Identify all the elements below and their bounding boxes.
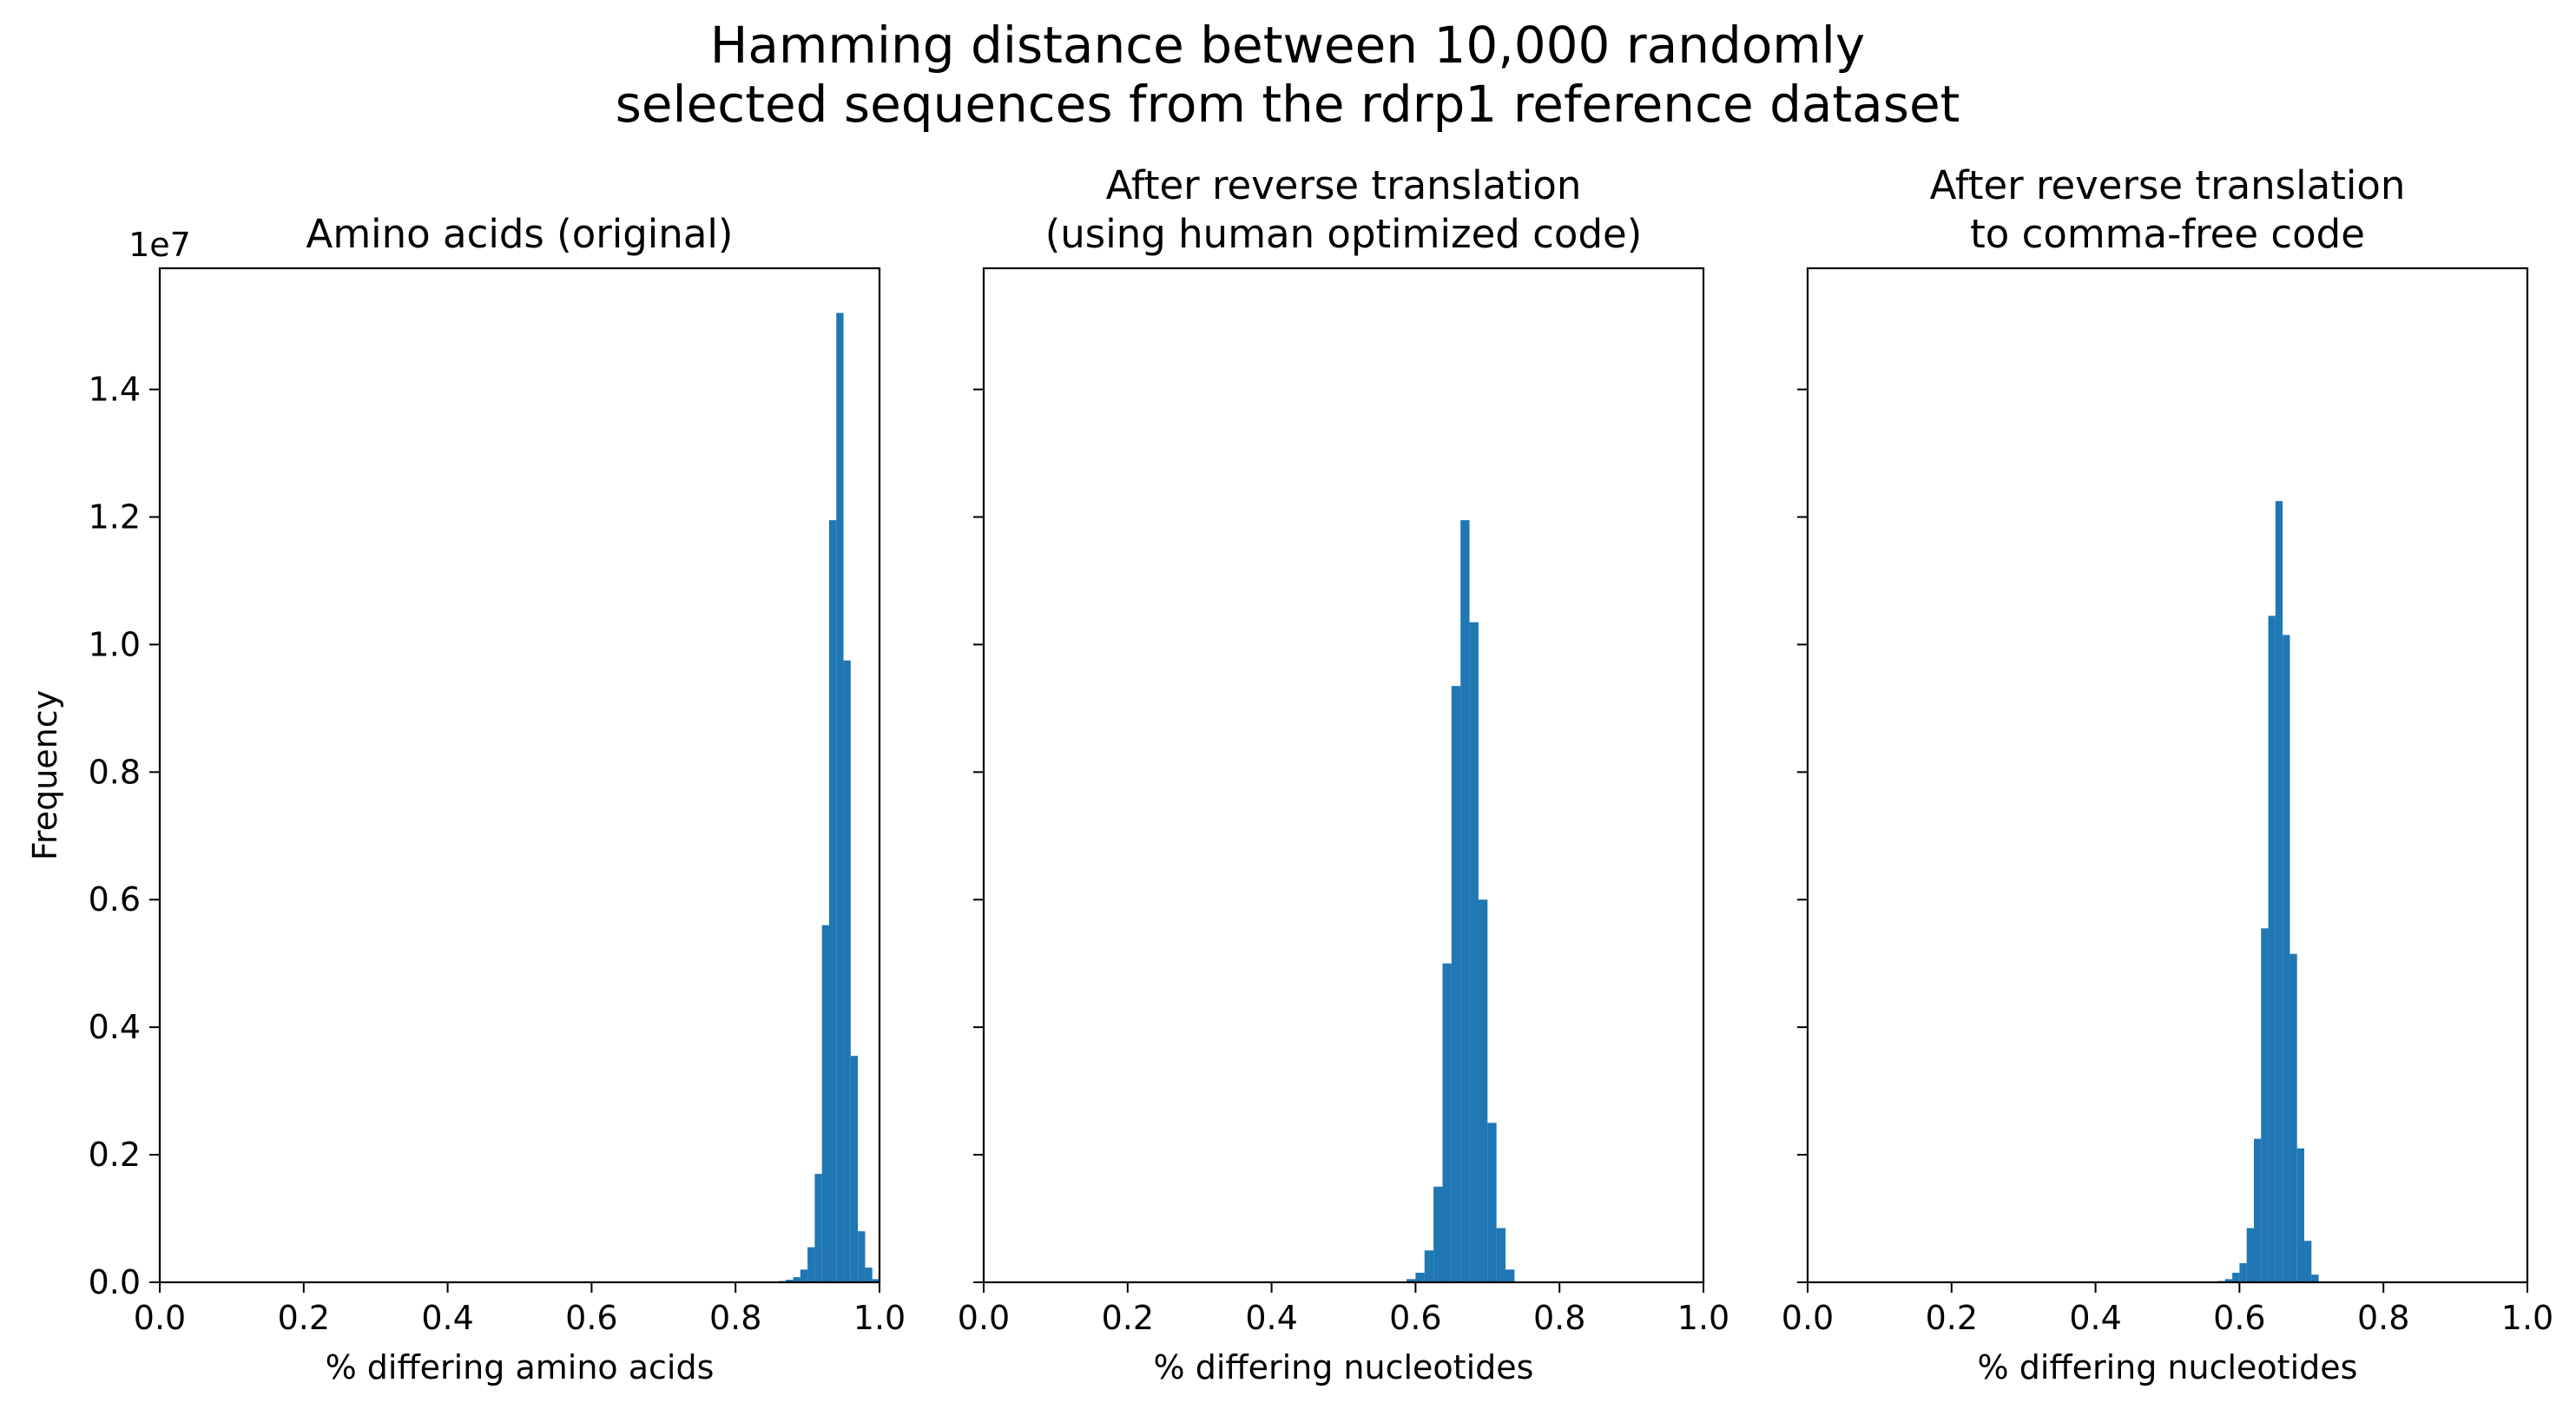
y-tick-label: 0.0 — [89, 1263, 141, 1301]
histogram-bar — [807, 1247, 815, 1282]
x-axis-ticks: 0.0 0.2 0.4 0.6 0.8 1.0 — [134, 1282, 906, 1337]
x-tick-label: 0.8 — [1533, 1299, 1585, 1337]
suptitle-line-2: selected sequences from the rdrp1 refere… — [616, 75, 1960, 134]
subplot-title: to comma-free code — [1970, 211, 2365, 257]
subplot-title: After reverse translation — [1106, 162, 1582, 208]
histogram-bar — [850, 1056, 859, 1282]
axes-frame — [1806, 267, 2529, 1284]
x-tick-label: 0.2 — [278, 1299, 330, 1337]
histogram-bar — [1460, 520, 1470, 1282]
y-offset-label: 1e7 — [128, 226, 191, 264]
y-tick-label: 1.2 — [89, 497, 141, 536]
histogram-bars — [2210, 501, 2319, 1282]
x-tick-label: 0.4 — [1245, 1299, 1297, 1337]
x-axis-label: % differing nucleotides — [1978, 1348, 2358, 1386]
axes-frame — [982, 267, 1705, 1284]
histogram-bar — [2253, 1138, 2262, 1282]
histogram-bar — [858, 1231, 866, 1282]
y-axis-label: Frequency — [26, 690, 64, 860]
y-axis-ticks — [1797, 388, 1808, 1283]
histogram-bar — [1505, 1269, 1515, 1282]
histogram-bar — [2268, 616, 2276, 1282]
x-tick-label: 0.2 — [1926, 1299, 1978, 1337]
histogram-bar — [2239, 1262, 2247, 1282]
histogram-bar — [843, 660, 851, 1282]
histogram-bar — [1451, 686, 1461, 1282]
x-tick-label: 0.0 — [1782, 1299, 1834, 1337]
x-tick-label: 0.6 — [2213, 1299, 2265, 1337]
histogram-bar — [1424, 1250, 1434, 1282]
x-tick-label: 0.4 — [2069, 1299, 2121, 1337]
histogram-bar — [1496, 1228, 1506, 1282]
histogram-bar — [2246, 1228, 2254, 1282]
x-tick-label: 1.0 — [2501, 1299, 2553, 1337]
histogram-bar — [2289, 953, 2297, 1282]
x-tick-label: 0.0 — [134, 1299, 186, 1337]
figure-suptitle: Hamming distance between 10,000 randomly… — [616, 16, 1960, 134]
histogram-bar — [865, 1268, 873, 1282]
subplot-title: Amino acids (original) — [306, 211, 734, 257]
x-axis-label: % differing amino acids — [326, 1348, 715, 1386]
histogram-bar — [2304, 1241, 2312, 1282]
x-axis-ticks: 0.0 0.2 0.4 0.6 0.8 1.0 — [1782, 1282, 2553, 1337]
histogram-bar — [814, 1174, 822, 1282]
histogram-bar — [2296, 1148, 2305, 1282]
x-tick-label: 0.8 — [2357, 1299, 2409, 1337]
subplot-2: 0.0 0.2 0.4 0.6 0.8 1.0 After reverse translat… — [958, 162, 1729, 1386]
y-tick-label: 0.2 — [89, 1136, 141, 1174]
histogram-bar — [2232, 1272, 2240, 1282]
histogram-bar — [2275, 501, 2283, 1282]
histogram-bar — [2311, 1274, 2319, 1282]
y-axis-ticks: 0.0 0.2 0.4 0.6 0.8 1.0 1.2 1.4 — [89, 371, 160, 1301]
histogram-bar — [1433, 1186, 1443, 1282]
subplot-title: After reverse translation — [1930, 162, 2406, 208]
subplot-title: (using human optimized code) — [1045, 211, 1643, 257]
axes-frame — [158, 267, 881, 1284]
histogram-bar — [1407, 1279, 1416, 1282]
histogram-bar — [821, 925, 829, 1282]
y-tick-label: 0.6 — [89, 880, 141, 919]
y-tick-label: 0.8 — [89, 753, 141, 791]
histogram-bars — [1397, 520, 1515, 1282]
histogram-bar — [793, 1277, 800, 1282]
y-axis-ticks — [973, 388, 984, 1283]
histogram-bar — [1478, 899, 1488, 1282]
x-tick-label: 0.0 — [958, 1299, 1010, 1337]
subplot-1: 0.0 0.2 0.4 0.6 0.8 1.0 0.0 0.2 0.4 0.6 0.8 1.0 1.2 1… — [26, 211, 906, 1386]
x-axis-label: % differing nucleotides — [1154, 1348, 1534, 1386]
histogram-bar — [1487, 1123, 1497, 1282]
subplot-3: 0.0 0.2 0.4 0.6 0.8 1.0 After reverse translat… — [1782, 162, 2553, 1386]
histogram-bar — [1469, 622, 1479, 1282]
x-tick-label: 0.4 — [421, 1299, 473, 1337]
histogram-bar — [836, 313, 844, 1282]
suptitle-line-1: Hamming distance between 10,000 randomly — [710, 16, 1866, 75]
histogram-bar — [2261, 928, 2269, 1282]
x-tick-label: 0.2 — [1102, 1299, 1154, 1337]
histogram-bars — [778, 313, 880, 1282]
histogram-bar — [786, 1280, 794, 1282]
histogram-bar — [2224, 1279, 2233, 1282]
x-tick-label: 0.6 — [565, 1299, 617, 1337]
histogram-bar — [872, 1279, 880, 1282]
histogram-bar — [828, 520, 837, 1282]
x-tick-label: 0.8 — [709, 1299, 761, 1337]
y-tick-label: 1.4 — [89, 371, 141, 409]
histogram-bar — [1415, 1272, 1425, 1282]
y-tick-label: 0.4 — [89, 1008, 141, 1046]
x-tick-label: 1.0 — [853, 1299, 906, 1337]
x-axis-ticks: 0.0 0.2 0.4 0.6 0.8 1.0 — [958, 1282, 1729, 1337]
y-tick-label: 1.0 — [89, 625, 141, 663]
histogram-bar — [800, 1269, 808, 1282]
x-tick-label: 1.0 — [1677, 1299, 1729, 1337]
x-tick-label: 0.6 — [1389, 1299, 1441, 1337]
histogram-bar — [1442, 963, 1452, 1282]
histogram-bar — [2283, 635, 2290, 1282]
subplot-panels: 0.0 0.2 0.4 0.6 0.8 1.0 0.0 0.2 0.4 0.6 0.8 1.0 1.2 1… — [26, 162, 2553, 1386]
